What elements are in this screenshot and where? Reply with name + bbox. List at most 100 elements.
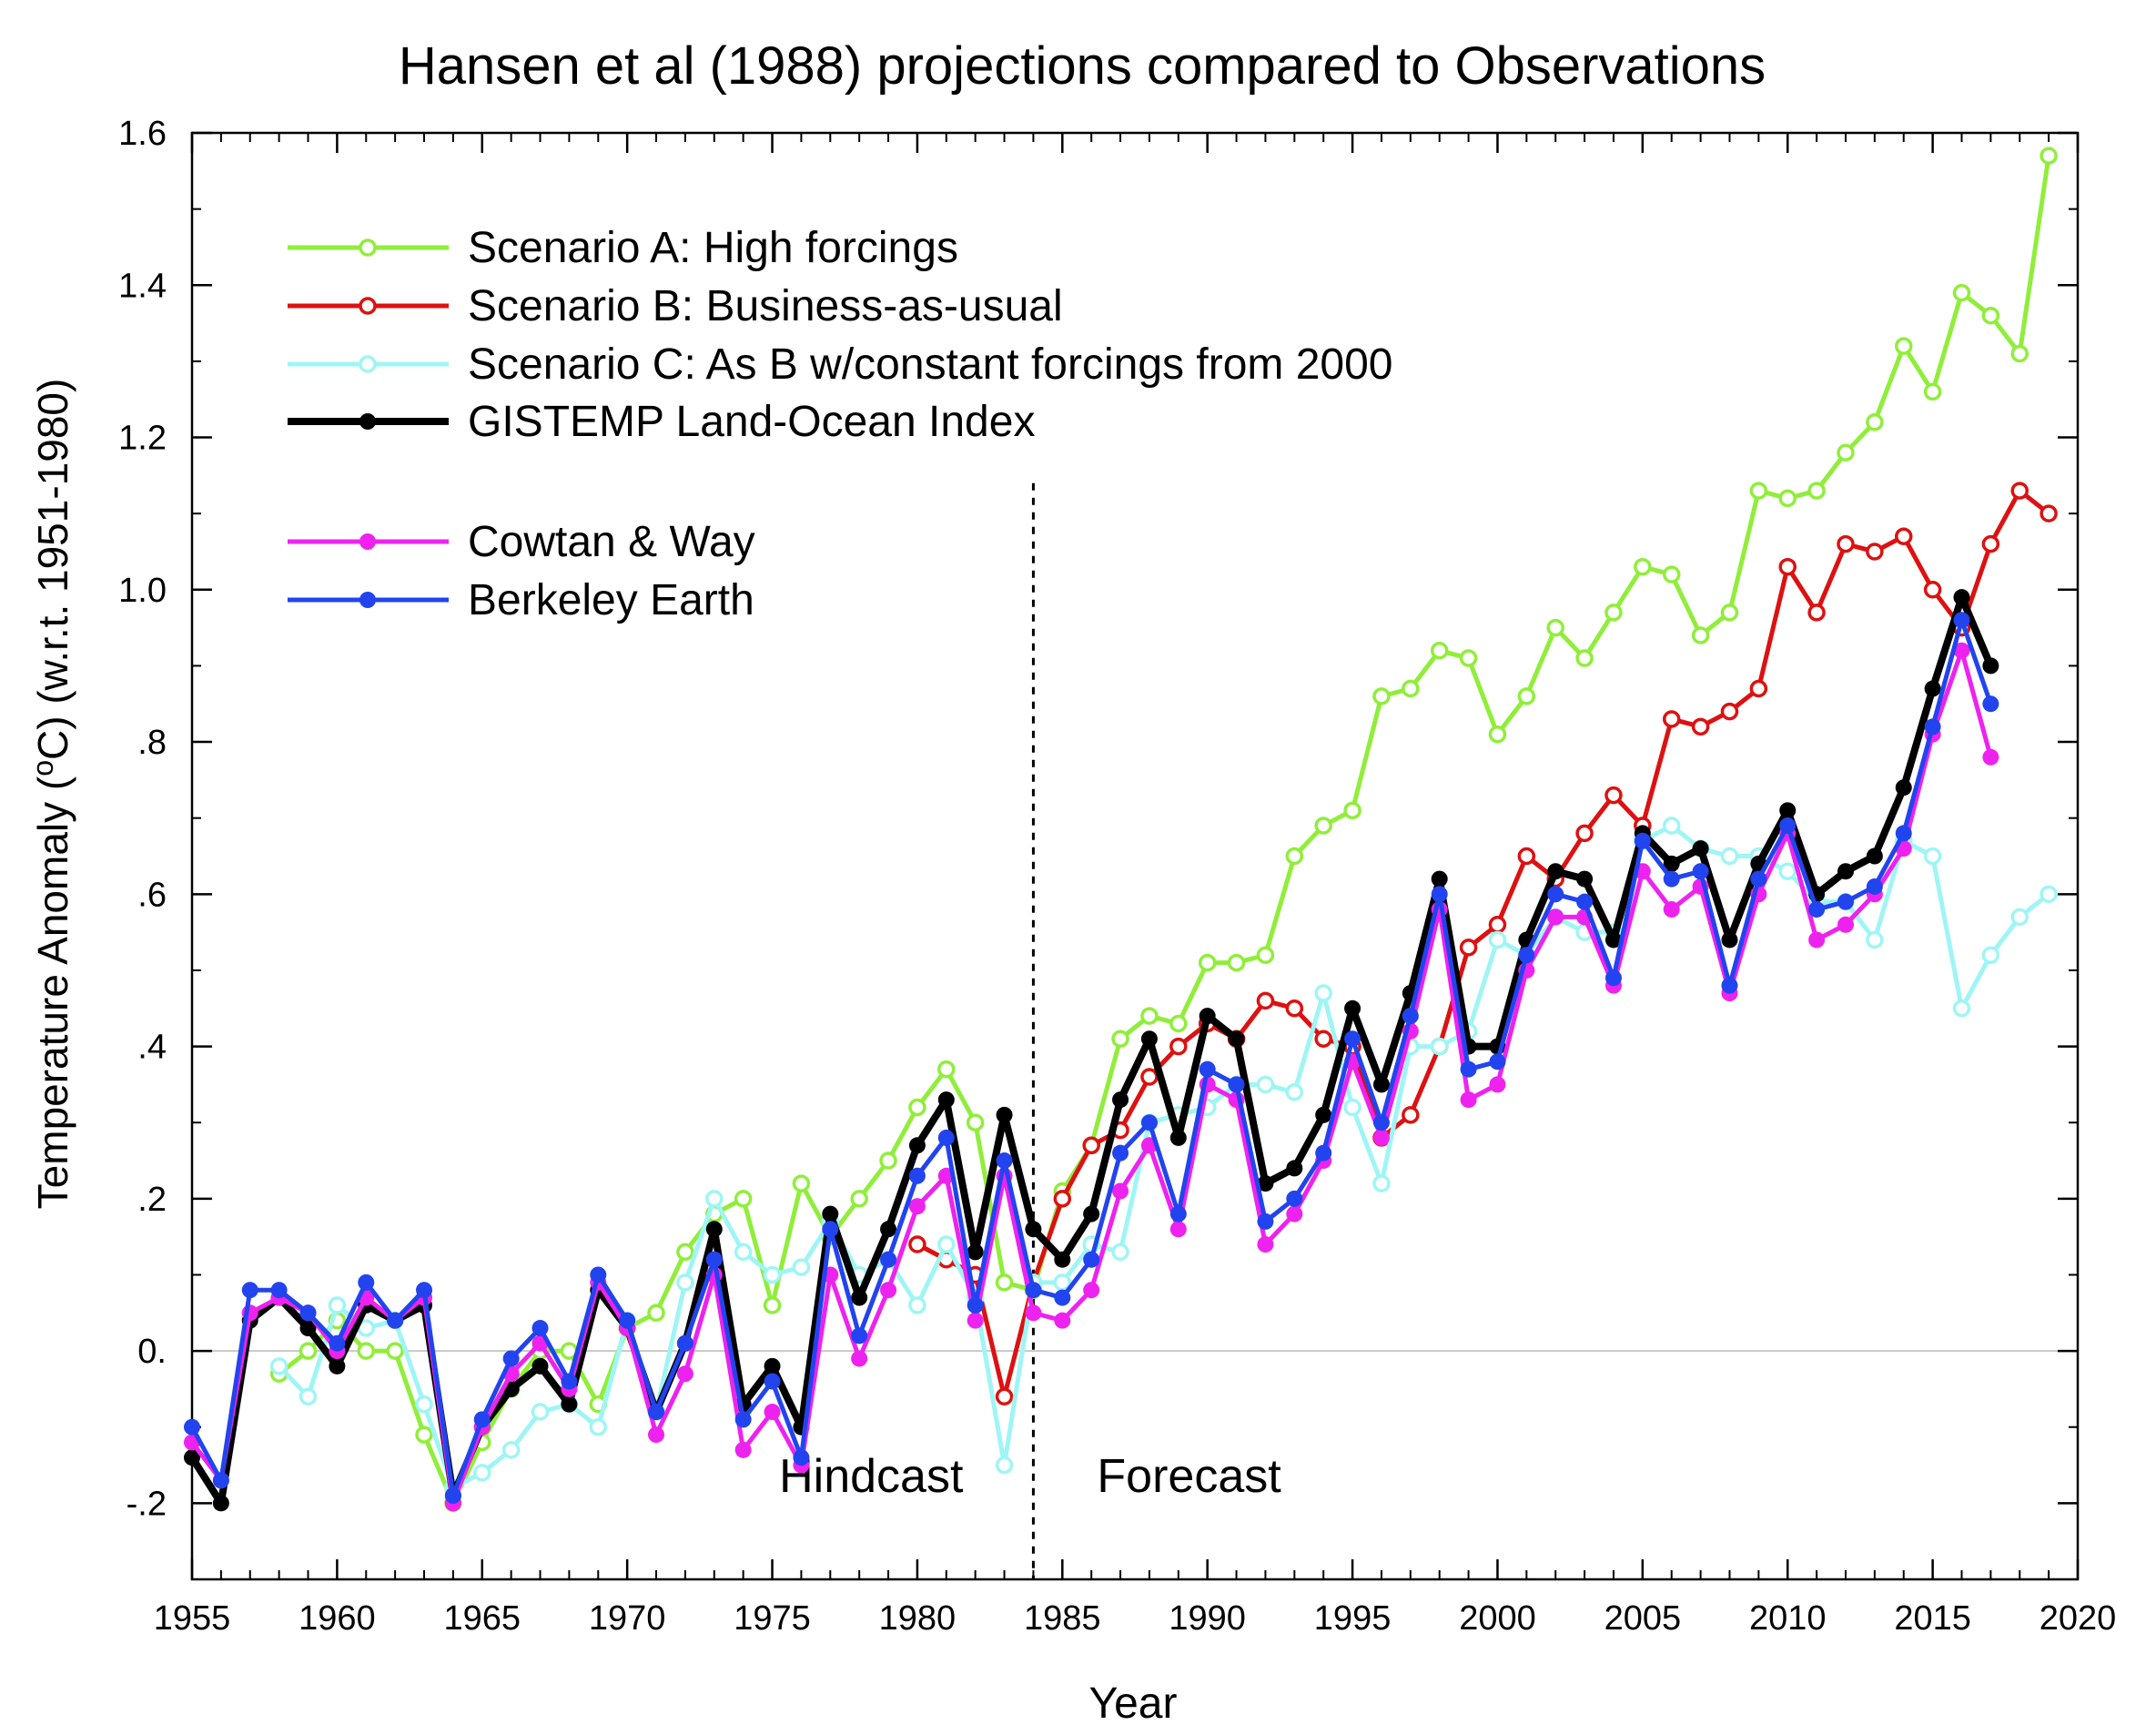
legend-item-6: Berkeley Earth xyxy=(288,576,754,624)
data-point xyxy=(1083,1282,1100,1299)
y-tick-label: -.2 xyxy=(127,1485,167,1523)
data-point xyxy=(2040,885,2058,904)
data-point xyxy=(1720,847,1739,866)
data-point xyxy=(1430,1037,1449,1056)
data-point xyxy=(880,1282,897,1299)
data-point xyxy=(1807,604,1826,622)
data-point xyxy=(1576,870,1594,888)
data-point xyxy=(1604,969,1622,987)
x-tick-label: 1985 xyxy=(1024,1599,1101,1638)
data-point xyxy=(1547,886,1564,903)
data-point xyxy=(416,1282,433,1299)
data-point xyxy=(1169,1014,1188,1033)
data-point xyxy=(1140,1114,1158,1131)
data-point xyxy=(241,1282,258,1299)
data-point xyxy=(1547,863,1564,880)
data-point xyxy=(1837,443,1855,462)
data-point xyxy=(908,1098,926,1117)
legend-swatch-marker xyxy=(359,592,376,608)
data-point xyxy=(764,1357,781,1375)
chart-title: Hansen et al (1988) projections compared… xyxy=(399,36,1766,96)
data-point xyxy=(531,1357,549,1375)
data-point xyxy=(1518,947,1535,964)
data-point xyxy=(1169,1205,1187,1223)
data-point xyxy=(1923,847,1942,866)
data-point xyxy=(1895,825,1912,842)
x-axis-label: Year xyxy=(1089,1679,1178,1728)
data-point xyxy=(1721,977,1738,994)
data-point xyxy=(1952,999,1971,1018)
series-4 xyxy=(184,589,1999,1512)
y-axis-label: Temperature Anomaly (oC) (w.r.t. 1951-19… xyxy=(26,379,76,1210)
data-point xyxy=(1866,413,1884,431)
data-point xyxy=(1662,565,1681,583)
legend-swatch-marker xyxy=(359,297,377,315)
data-point xyxy=(908,1137,926,1154)
data-point xyxy=(1576,893,1594,910)
data-point xyxy=(996,1106,1013,1123)
x-tick-label: 2000 xyxy=(1459,1599,1536,1638)
data-point xyxy=(2010,908,2029,927)
data-point xyxy=(996,1152,1013,1170)
data-point xyxy=(1663,870,1680,888)
data-point xyxy=(1981,534,2000,553)
data-point xyxy=(501,1441,521,1459)
data-point xyxy=(1866,930,1884,949)
data-point xyxy=(531,1320,549,1337)
y-tick-label: .8 xyxy=(137,724,167,762)
data-point xyxy=(1924,680,1941,697)
data-point xyxy=(1054,1289,1071,1306)
data-point xyxy=(184,1418,200,1436)
data-point xyxy=(1517,847,1536,866)
data-point xyxy=(851,1327,868,1344)
data-point xyxy=(967,1312,984,1329)
data-point xyxy=(1750,870,1767,888)
y-tick-label: .2 xyxy=(137,1181,167,1219)
data-point xyxy=(1257,1175,1274,1192)
data-point xyxy=(1140,1007,1159,1025)
data-point xyxy=(995,1456,1014,1475)
data-point xyxy=(1924,718,1941,736)
data-point xyxy=(1112,1144,1129,1162)
data-point xyxy=(1604,931,1622,949)
data-point xyxy=(1431,886,1448,903)
y-tick-label: .6 xyxy=(137,876,167,914)
data-point xyxy=(879,1152,897,1170)
plot-area: 1955 1960 1965 1970 1975 1980 1985 1990 1995 2000… xyxy=(118,115,2116,1638)
data-point xyxy=(1257,1236,1274,1253)
data-point xyxy=(937,1060,956,1079)
data-point xyxy=(1025,1282,1042,1299)
data-point xyxy=(647,1304,665,1323)
data-point xyxy=(1111,1030,1129,1048)
data-point xyxy=(1982,657,1999,675)
data-point xyxy=(1372,1129,1390,1146)
data-point xyxy=(1228,1076,1245,1093)
data-point xyxy=(1778,557,1797,576)
data-point xyxy=(1575,824,1594,843)
data-point xyxy=(1054,1251,1071,1268)
data-point xyxy=(1314,1030,1332,1048)
data-point xyxy=(357,1342,376,1360)
data-point xyxy=(1663,855,1680,872)
data-point xyxy=(1343,1098,1361,1117)
data-point xyxy=(851,1350,868,1367)
data-point xyxy=(1779,817,1797,835)
data-point xyxy=(1778,489,1797,508)
legend-swatch-marker xyxy=(359,355,377,373)
legend-swatch-marker xyxy=(359,413,376,430)
data-point xyxy=(444,1487,461,1505)
legend-label: Scenario C: As B w/constant forcings fro… xyxy=(468,340,1392,389)
data-point xyxy=(1866,847,1883,865)
data-point xyxy=(1953,612,1970,629)
data-point xyxy=(1952,283,1971,302)
data-point xyxy=(561,1395,578,1413)
data-point xyxy=(1169,1037,1188,1056)
data-point xyxy=(676,1334,693,1352)
data-point xyxy=(590,1266,607,1283)
data-point xyxy=(648,1426,665,1444)
data-point xyxy=(2040,147,2058,165)
data-point xyxy=(1489,1076,1506,1093)
data-point xyxy=(1285,999,1304,1018)
data-point xyxy=(1489,1053,1506,1070)
series-line xyxy=(188,594,1995,1507)
